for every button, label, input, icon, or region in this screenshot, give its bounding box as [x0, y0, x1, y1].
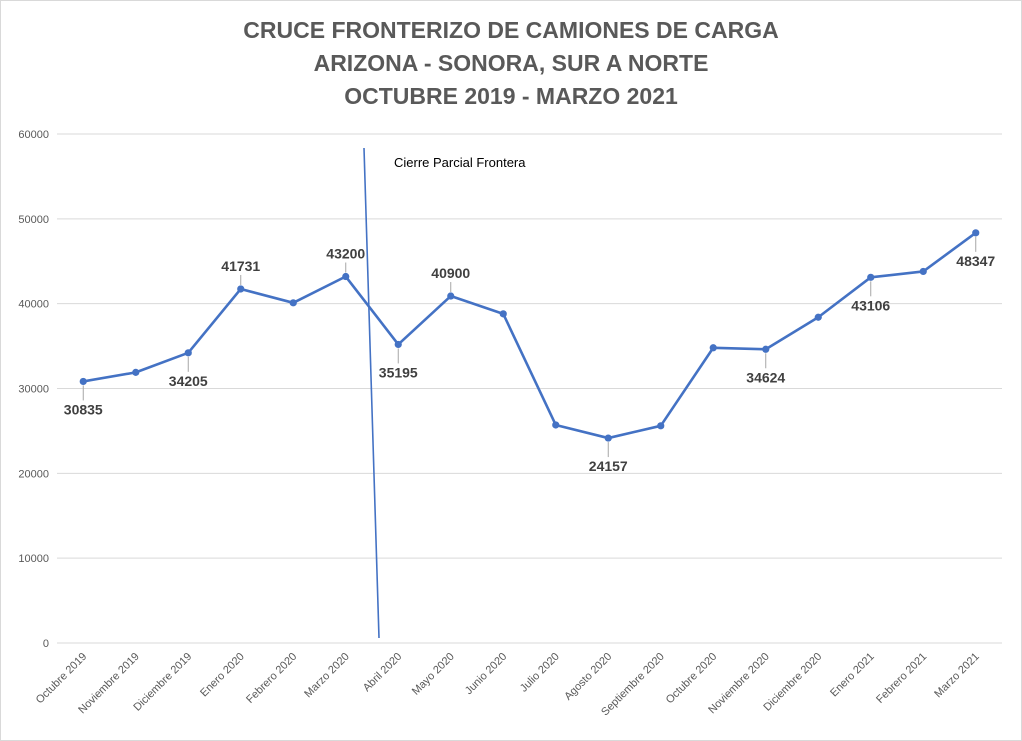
x-tick-label: Mayo 2020 — [410, 651, 457, 698]
x-tick-label: Julio 2020 — [518, 651, 562, 695]
data-point — [814, 313, 822, 321]
data-point — [709, 344, 717, 352]
data-label: 30835 — [64, 401, 103, 417]
data-point — [919, 267, 927, 276]
chart-title: CRUCE FRONTERIZO DE CAMIONES DE CARGA AR… — [0, 14, 1022, 113]
y-tick-label: 20000 — [18, 468, 49, 480]
border-closure-line — [363, 147, 380, 639]
data-point — [79, 377, 87, 386]
x-tick-label: Abril 2020 — [361, 651, 405, 695]
x-tick-label: Octubre 2020 — [664, 651, 720, 707]
y-tick-label: 50000 — [18, 214, 49, 226]
data-point — [499, 310, 507, 318]
x-tick-label: Octubre 2019 — [34, 651, 90, 707]
data-point — [394, 340, 402, 349]
x-tick-label: Agosto 2020 — [562, 651, 614, 703]
data-point — [447, 292, 455, 300]
data-point — [132, 368, 140, 376]
data-label: 43106 — [851, 297, 890, 313]
data-label: 24157 — [589, 458, 628, 474]
x-tick-label: Febrero 2020 — [244, 651, 299, 706]
data-point — [552, 421, 560, 429]
border-closure-annotation: Cierre Parcial Frontera — [394, 155, 526, 170]
chart-title-line-2: ARIZONA - SONORA, SUR A NORTE — [313, 50, 709, 76]
data-label: 35195 — [379, 364, 418, 380]
data-label: 34624 — [746, 369, 785, 385]
chart-title-line-3: OCTUBRE 2019 - MARZO 2021 — [344, 83, 678, 109]
data-label: 40900 — [431, 265, 470, 281]
x-tick-label: Febrero 2021 — [874, 651, 929, 706]
data-label: 48347 — [956, 253, 995, 269]
y-tick-label: 60000 — [18, 129, 49, 141]
data-point — [342, 272, 350, 281]
data-point — [289, 299, 297, 307]
series-line — [81, 231, 978, 440]
data-point — [657, 422, 665, 430]
x-tick-label: Enero 2021 — [828, 651, 877, 700]
data-label: 43200 — [326, 246, 365, 262]
y-tick-label: 10000 — [18, 553, 49, 565]
data-point — [237, 285, 245, 293]
y-tick-label: 0 — [43, 638, 49, 650]
data-label: 34205 — [169, 373, 208, 389]
data-label: 41731 — [221, 258, 260, 274]
x-tick-label: Junio 2020 — [463, 651, 510, 698]
data-point — [762, 345, 770, 353]
y-tick-label: 30000 — [18, 384, 49, 396]
chart-title-line-1: CRUCE FRONTERIZO DE CAMIONES DE CARGA — [243, 17, 779, 43]
data-point — [184, 349, 192, 357]
x-tick-label: Marzo 2020 — [302, 651, 352, 701]
x-tick-label: Marzo 2021 — [932, 651, 982, 701]
data-point — [972, 229, 980, 237]
y-tick-label: 40000 — [18, 299, 49, 311]
data-point — [604, 434, 612, 442]
data-point — [867, 273, 875, 281]
x-tick-label: Enero 2020 — [198, 651, 247, 700]
